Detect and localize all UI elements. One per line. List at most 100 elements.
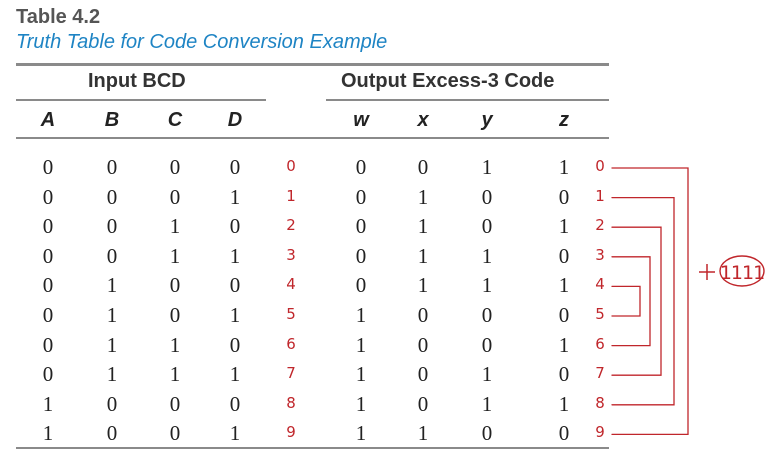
table-cell: 0	[229, 155, 241, 179]
table-cell: 1	[417, 184, 429, 209]
table-cell: 1	[106, 332, 118, 357]
input-decimal-note: 5	[286, 305, 296, 323]
table-cell: 0	[106, 214, 118, 239]
table-cell: 0	[229, 273, 241, 298]
input-decimal-note: 6	[286, 334, 296, 353]
table-cell: 1	[558, 332, 570, 357]
table-label: Table 4.2	[16, 6, 101, 28]
table-cell: 0	[355, 155, 367, 179]
table-cell: 1	[481, 155, 493, 179]
table-cell: 0	[355, 243, 367, 268]
table-cell: 0	[42, 273, 54, 298]
complement-circle	[719, 255, 765, 287]
input-decimal-note: 2	[286, 216, 296, 235]
input-decimal-note: 9	[286, 423, 296, 442]
table-cell: 1	[229, 243, 241, 268]
output-decimal-note: 0	[595, 157, 605, 175]
table-cell: 1	[417, 273, 429, 298]
table-cell: 1	[169, 332, 181, 357]
table-cell: 1	[229, 421, 241, 446]
table-cell: 1	[558, 214, 570, 239]
table-cell: 1	[106, 362, 118, 387]
table-cell: 0	[169, 391, 181, 416]
table-cell: 0	[417, 155, 429, 179]
column-header-d: D	[227, 109, 243, 131]
table-cell: 0	[558, 303, 570, 327]
bracket-line	[611, 226, 662, 376]
output-decimal-note: 2	[595, 216, 605, 235]
table-cell: 1	[42, 391, 54, 416]
output-decimal-note: 1	[595, 186, 605, 205]
output-decimal-note: 8	[595, 393, 605, 412]
input-decimal-note: 3	[286, 245, 296, 264]
column-header-b: B	[104, 109, 120, 131]
table-cell: 0	[42, 303, 54, 327]
table-cell: 1	[417, 214, 429, 239]
table-cell: 1	[481, 391, 493, 416]
table-cell: 1	[355, 303, 367, 327]
column-header-a: A	[40, 109, 56, 131]
plus-sign	[699, 264, 715, 280]
table-cell: 0	[229, 332, 241, 357]
table-cell: 0	[481, 332, 493, 357]
output-group-header: Output Excess-3 Code	[341, 70, 555, 92]
input-group-header: Input BCD	[88, 70, 186, 92]
input-decimal-note: 8	[286, 393, 296, 412]
table-cell: 0	[417, 332, 429, 357]
table-cell: 1	[481, 243, 493, 268]
table-cell: 0	[558, 362, 570, 387]
input-decimal-note: 1	[286, 186, 296, 205]
table-cell: 0	[558, 421, 570, 446]
table-cell: 0	[355, 184, 367, 209]
table-cell: 1	[229, 303, 241, 327]
table-cell: 1	[42, 421, 54, 446]
table-cell: 0	[106, 243, 118, 268]
output-decimal-note: 9	[595, 423, 605, 442]
table-cell: 0	[417, 362, 429, 387]
table-cell: 0	[169, 155, 181, 179]
table-caption: Truth Table for Code Conversion Example	[16, 31, 388, 53]
table-cell: 0	[42, 184, 54, 209]
table-cell: 0	[355, 214, 367, 239]
table-cell: 1	[355, 421, 367, 446]
table-cell: 1	[558, 391, 570, 416]
table-cell: 1	[229, 362, 241, 387]
output-decimal-note: 4	[595, 275, 605, 294]
bracket-line	[611, 256, 651, 347]
column-header-c: C	[167, 109, 183, 131]
table-cell: 0	[481, 214, 493, 239]
input-decimal-note: 4	[286, 275, 296, 294]
table-cell: 1	[169, 214, 181, 239]
column-header-w: w	[353, 109, 369, 131]
table-cell: 0	[42, 362, 54, 387]
table-cell: 0	[169, 421, 181, 446]
table-cell: 0	[417, 303, 429, 327]
bottom-rule	[16, 447, 609, 449]
table-cell: 0	[417, 391, 429, 416]
table-cell: 1	[229, 184, 241, 209]
table-cell: 1	[169, 243, 181, 268]
bracket-line	[611, 285, 641, 317]
table-cell: 1	[106, 273, 118, 298]
table-cell: 1	[106, 303, 118, 327]
table-cell: 1	[355, 332, 367, 357]
table-cell: 1	[417, 421, 429, 446]
input-decimal-note: 0	[286, 157, 296, 175]
table-cell: 1	[481, 273, 493, 298]
table-cell: 0	[42, 243, 54, 268]
header-rule	[16, 137, 609, 139]
table-cell: 1	[417, 243, 429, 268]
column-header-y: y	[481, 109, 493, 131]
table-cell: 0	[481, 421, 493, 446]
table-cell: 0	[481, 303, 493, 327]
table-cell: 1	[558, 155, 570, 179]
table-cell: 1	[558, 273, 570, 298]
input-decimal-note: 7	[286, 364, 296, 383]
output-group-rule	[326, 99, 609, 101]
table-cell: 0	[169, 184, 181, 209]
table-cell: 0	[355, 273, 367, 298]
table-cell: 0	[106, 391, 118, 416]
table-cell: 0	[106, 421, 118, 446]
table-cell: 0	[169, 273, 181, 298]
table-cell: 0	[229, 391, 241, 416]
